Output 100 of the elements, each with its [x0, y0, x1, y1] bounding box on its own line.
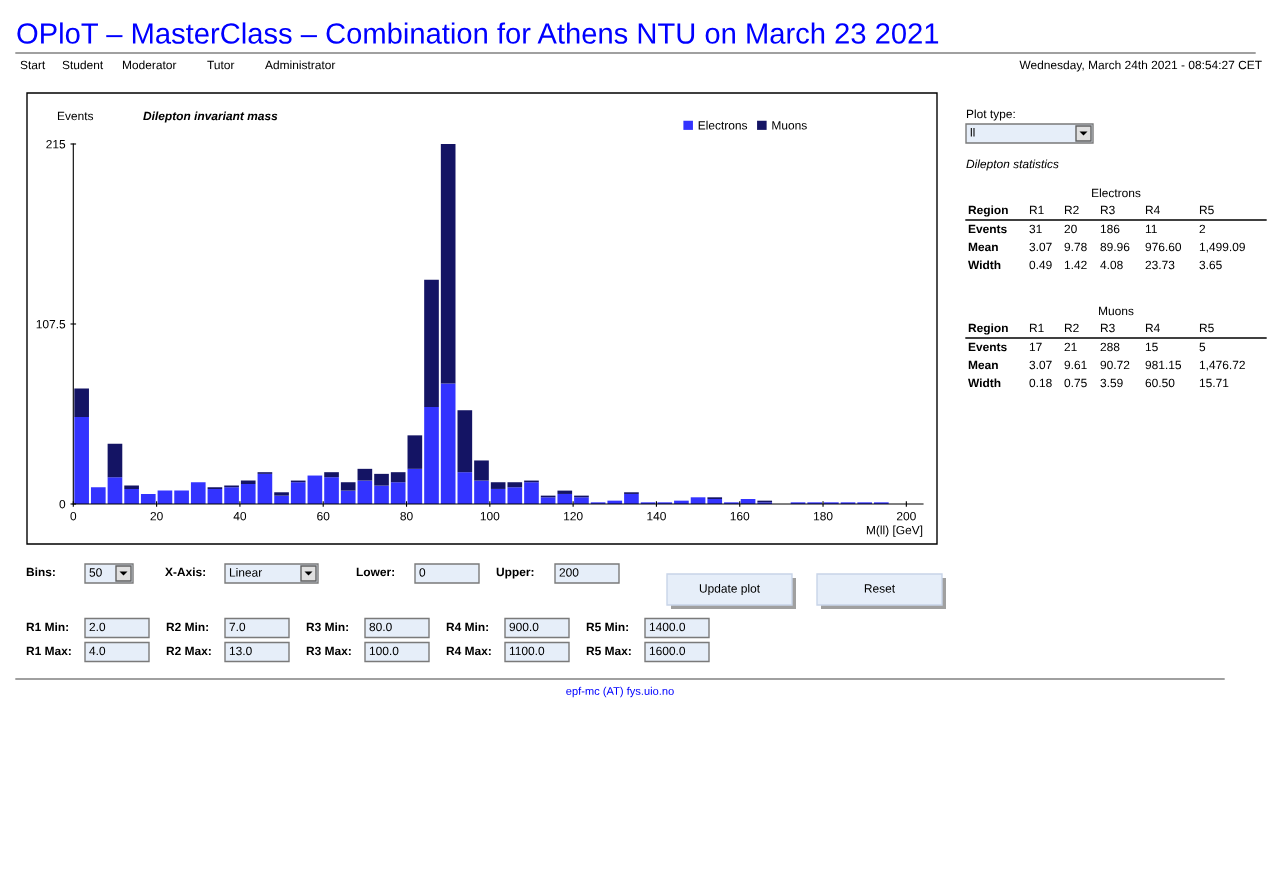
text: 1,499.09 — [1199, 242, 1245, 253]
text: 15 — [1145, 342, 1158, 352]
x-tick-label: 140 — [647, 511, 666, 521]
text: 2.0 — [89, 622, 106, 632]
text: 288 — [1100, 342, 1120, 352]
text: Student — [62, 60, 104, 70]
text: 11 — [1145, 224, 1157, 234]
text: R1 Min: — [26, 622, 68, 632]
text: 9.61 — [1064, 360, 1087, 370]
category-label: Events — [968, 224, 1007, 234]
text: 981.15 — [1145, 360, 1182, 370]
text: R5 Max: — [586, 646, 631, 656]
y-tick-label: 0 — [59, 499, 66, 509]
text: 23.73 — [1145, 260, 1175, 270]
text: epf-mc (AT) fys.uio.no — [566, 686, 674, 698]
text: 1100.0 — [509, 646, 545, 656]
category-label: R2 — [1064, 205, 1079, 215]
category-label: R5 — [1199, 205, 1214, 215]
category-label: R1 — [1029, 205, 1044, 215]
text: Update plot — [699, 583, 760, 596]
text: 21 — [1064, 342, 1077, 352]
x-tick-label: 200 — [896, 511, 916, 521]
text: 0.75 — [1064, 378, 1087, 388]
legend-label: Electrons — [698, 120, 748, 130]
text: 17 — [1029, 342, 1042, 352]
category-label: Width — [968, 260, 1001, 270]
x-tick-label: 160 — [730, 511, 750, 521]
x-tick-label: 60 — [317, 511, 330, 521]
text: Linear — [229, 567, 262, 577]
text: 1400.0 — [649, 622, 686, 632]
text: R3 Min: — [306, 622, 348, 632]
text: X-Axis: — [165, 567, 205, 577]
category-label: R4 — [1145, 323, 1160, 333]
category-label: Mean — [968, 242, 998, 252]
text: R3 Max: — [306, 646, 351, 656]
text: 4.0 — [89, 646, 106, 656]
text: 90.72 — [1100, 360, 1130, 370]
x-tick-label: 0 — [70, 511, 77, 521]
text: Plot type: — [966, 109, 1015, 121]
text: 4.08 — [1100, 260, 1123, 270]
category-label: R4 — [1145, 205, 1160, 215]
text: Reset — [864, 584, 896, 593]
x-axis-title: M(ll) [GeV] — [866, 525, 923, 537]
category-label: Mean — [968, 360, 998, 370]
y-axis-title: Events — [57, 111, 94, 121]
text: 20 — [1064, 224, 1077, 234]
text: ll — [970, 127, 975, 137]
text: 9.78 — [1064, 242, 1087, 252]
text: Muons — [1099, 306, 1134, 316]
text: OPloT – MasterClass – Combination for Athens NTU on March 23 2021 — [17, 22, 939, 44]
text: 100.0 — [369, 646, 399, 656]
text: R4 Max: — [446, 646, 491, 656]
category-label: Events — [968, 342, 1007, 352]
text: R2 Min: — [166, 622, 208, 632]
text: 0.18 — [1029, 378, 1052, 388]
text: 80.0 — [369, 622, 392, 632]
text: Upper: — [496, 567, 534, 579]
category-label: R3 — [1100, 323, 1115, 333]
text: 15.71 — [1199, 378, 1229, 388]
text: R2 Max: — [166, 646, 211, 656]
text: Administrator — [265, 60, 336, 70]
text: 0.49 — [1029, 260, 1052, 270]
text: 200 — [559, 568, 579, 577]
category-label: R5 — [1199, 323, 1214, 333]
text: 3.65 — [1199, 260, 1222, 270]
text: Dilepton statistics — [966, 159, 1059, 171]
y-tick-label: 107.5 — [36, 319, 66, 329]
x-tick-label: 80 — [400, 511, 413, 521]
text: 186 — [1100, 224, 1120, 234]
text: 3.07 — [1029, 360, 1052, 370]
text: Region — [968, 205, 1008, 217]
x-tick-label: 180 — [813, 511, 833, 521]
text: 3.59 — [1100, 378, 1123, 388]
text: 1600.0 — [649, 646, 686, 656]
legend-label: Muons — [772, 121, 807, 130]
text: 89.96 — [1100, 242, 1130, 252]
text: 5 — [1199, 342, 1206, 352]
text: Region — [968, 323, 1008, 335]
text: 31 — [1029, 224, 1042, 234]
text: 1,476.72 — [1199, 360, 1245, 371]
category-label: R1 — [1029, 323, 1044, 333]
text: 13.0 — [229, 646, 252, 656]
text: 7.0 — [229, 622, 246, 632]
text: Start — [20, 60, 46, 70]
text: 1.42 — [1064, 260, 1087, 270]
text: 0 — [419, 568, 426, 577]
text: Bins: — [26, 567, 55, 577]
text: Lower: — [356, 567, 394, 577]
text: R5 Min: — [586, 622, 628, 632]
text: Moderator — [122, 60, 177, 70]
chart-title: Dilepton invariant mass — [143, 111, 278, 123]
text: 50 — [89, 568, 102, 577]
y-tick-label: 215 — [46, 139, 66, 149]
text: 900.0 — [509, 622, 539, 632]
text: 2 — [1199, 224, 1206, 234]
text: Wednesday, March 24th 2021 - 08:54:27 CET — [1019, 60, 1262, 72]
text: 3.07 — [1029, 242, 1052, 252]
x-tick-label: 40 — [233, 511, 247, 521]
text: Electrons — [1092, 188, 1141, 198]
category-label: R3 — [1100, 205, 1115, 215]
